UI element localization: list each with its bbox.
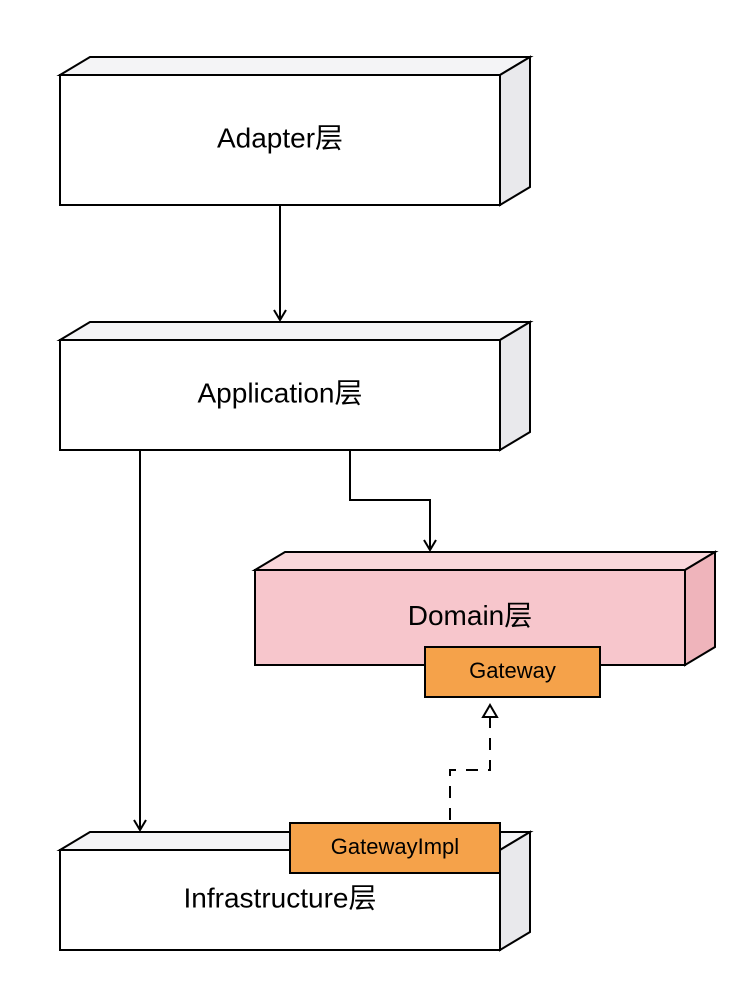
smallbox-label-gateway: Gateway (469, 658, 556, 683)
block-label-adapter: Adapter层 (217, 122, 343, 153)
arrow-application_to_domain (350, 450, 430, 550)
block-label-domain: Domain层 (408, 600, 532, 631)
block-application: Application层 (60, 322, 530, 450)
block-label-infrastructure: Infrastructure层 (184, 882, 377, 913)
arrow-gatewayimpl_to_gateway (450, 705, 490, 820)
smallbox-gateway_impl: GatewayImpl (290, 823, 500, 873)
smallbox-label-gateway_impl: GatewayImpl (331, 834, 459, 859)
block-adapter: Adapter层 (60, 57, 530, 205)
block-label-application: Application层 (198, 377, 363, 408)
smallbox-gateway: Gateway (425, 647, 600, 697)
